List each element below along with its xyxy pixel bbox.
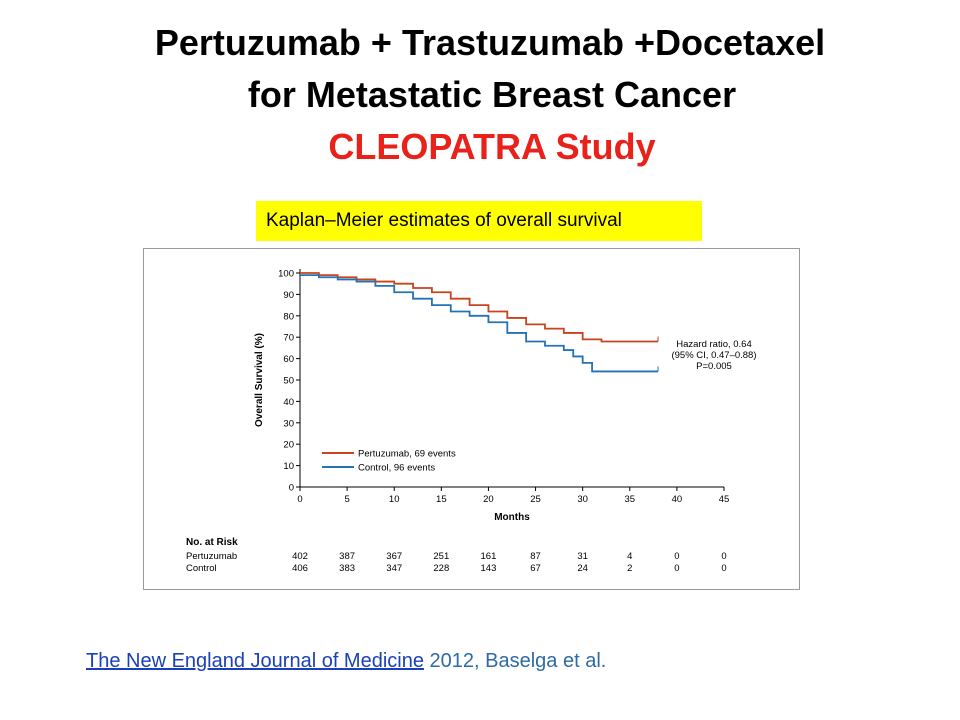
x-tick-label: 10 bbox=[389, 494, 400, 505]
axes: 0 10 20 30 40 50 60 70 80 90 100 0 5 10 15 20 25 30 35 40 45… bbox=[254, 269, 729, 524]
risk-value: 0 bbox=[721, 563, 726, 574]
risk-value: 161 bbox=[481, 551, 497, 562]
y-tick-label: 60 bbox=[283, 354, 294, 365]
survival-curves bbox=[300, 272, 659, 373]
x-tick-label: 20 bbox=[483, 494, 494, 505]
figure-frame: 0 10 20 30 40 50 60 70 80 90 100 0 5 10 15 20 25 30 35 40 45… bbox=[143, 248, 800, 590]
citation-year-authors: 2012, Baselga et al. bbox=[423, 650, 607, 672]
risk-value: 367 bbox=[386, 551, 402, 562]
study-name: CLEOPATRA Study bbox=[328, 126, 656, 167]
risk-value: 87 bbox=[530, 551, 541, 562]
annotation-line: P=0.005 bbox=[696, 361, 732, 372]
legend-label: Control, 96 events bbox=[358, 463, 435, 474]
x-tick-label: 35 bbox=[624, 494, 635, 505]
citation: The New England Journal of Medicine 2012… bbox=[86, 650, 606, 673]
risk-value: 0 bbox=[674, 551, 679, 562]
y-tick-label: 10 bbox=[283, 461, 294, 472]
annotation-line: (95% CI, 0.47–0.88) bbox=[671, 350, 756, 361]
y-tick-label: 70 bbox=[283, 333, 294, 344]
risk-value: 228 bbox=[433, 563, 449, 574]
legend: Pertuzumab, 69 events Control, 96 events bbox=[322, 449, 456, 474]
annotation-line: Hazard ratio, 0.64 bbox=[676, 339, 752, 350]
y-tick-label: 30 bbox=[283, 418, 294, 429]
x-tick-label: 25 bbox=[530, 494, 541, 505]
risk-row-label: Control bbox=[186, 563, 217, 574]
x-axis-label: Months bbox=[494, 512, 530, 523]
risk-value: 406 bbox=[292, 563, 308, 574]
x-tick-label: 15 bbox=[436, 494, 447, 505]
figure-caption: Kaplan–Meier estimates of overall surviv… bbox=[256, 201, 702, 241]
slide-title: Pertuzumab + Trastuzumab +Docetaxel bbox=[154, 22, 826, 63]
risk-value: 2 bbox=[627, 563, 632, 574]
x-tick-label: 40 bbox=[672, 494, 683, 505]
survival-curve-control bbox=[300, 274, 659, 373]
slide-subtitle: for Metastatic Breast Cancer bbox=[247, 74, 737, 115]
y-tick-label: 20 bbox=[283, 440, 294, 451]
risk-value: 31 bbox=[577, 551, 588, 562]
x-tick-label: 5 bbox=[344, 494, 349, 505]
risk-value: 387 bbox=[339, 551, 355, 562]
y-tick-label: 80 bbox=[283, 311, 294, 322]
legend-label: Pertuzumab, 69 events bbox=[358, 449, 456, 460]
y-tick-label: 90 bbox=[283, 290, 294, 301]
risk-value: 67 bbox=[530, 563, 541, 574]
hazard-ratio-annotation: Hazard ratio, 0.64(95% CI, 0.47–0.88)P=0… bbox=[671, 339, 756, 372]
risk-table-title: No. at Risk bbox=[186, 537, 238, 548]
risk-value: 402 bbox=[292, 551, 308, 562]
risk-value: 347 bbox=[386, 563, 402, 574]
risk-value: 0 bbox=[721, 551, 726, 562]
y-tick-label: 40 bbox=[283, 397, 294, 408]
risk-value: 251 bbox=[433, 551, 449, 562]
journal-link[interactable]: The New England Journal of Medicine bbox=[86, 650, 424, 672]
y-axis-label: Overall Survival (%) bbox=[254, 333, 265, 427]
y-tick-label: 50 bbox=[283, 376, 294, 387]
x-tick-label: 0 bbox=[297, 494, 302, 505]
risk-value: 143 bbox=[481, 563, 497, 574]
risk-value: 4 bbox=[627, 551, 632, 562]
y-tick-label: 0 bbox=[289, 483, 294, 494]
risk-value: 383 bbox=[339, 563, 355, 574]
risk-value: 24 bbox=[577, 563, 588, 574]
risk-value: 0 bbox=[674, 563, 679, 574]
risk-row-label: Pertuzumab bbox=[186, 551, 237, 562]
y-tick-label: 100 bbox=[278, 269, 294, 280]
x-tick-label: 30 bbox=[577, 494, 588, 505]
survival-curve-pertuzumab bbox=[300, 272, 659, 343]
x-tick-label: 45 bbox=[719, 494, 730, 505]
